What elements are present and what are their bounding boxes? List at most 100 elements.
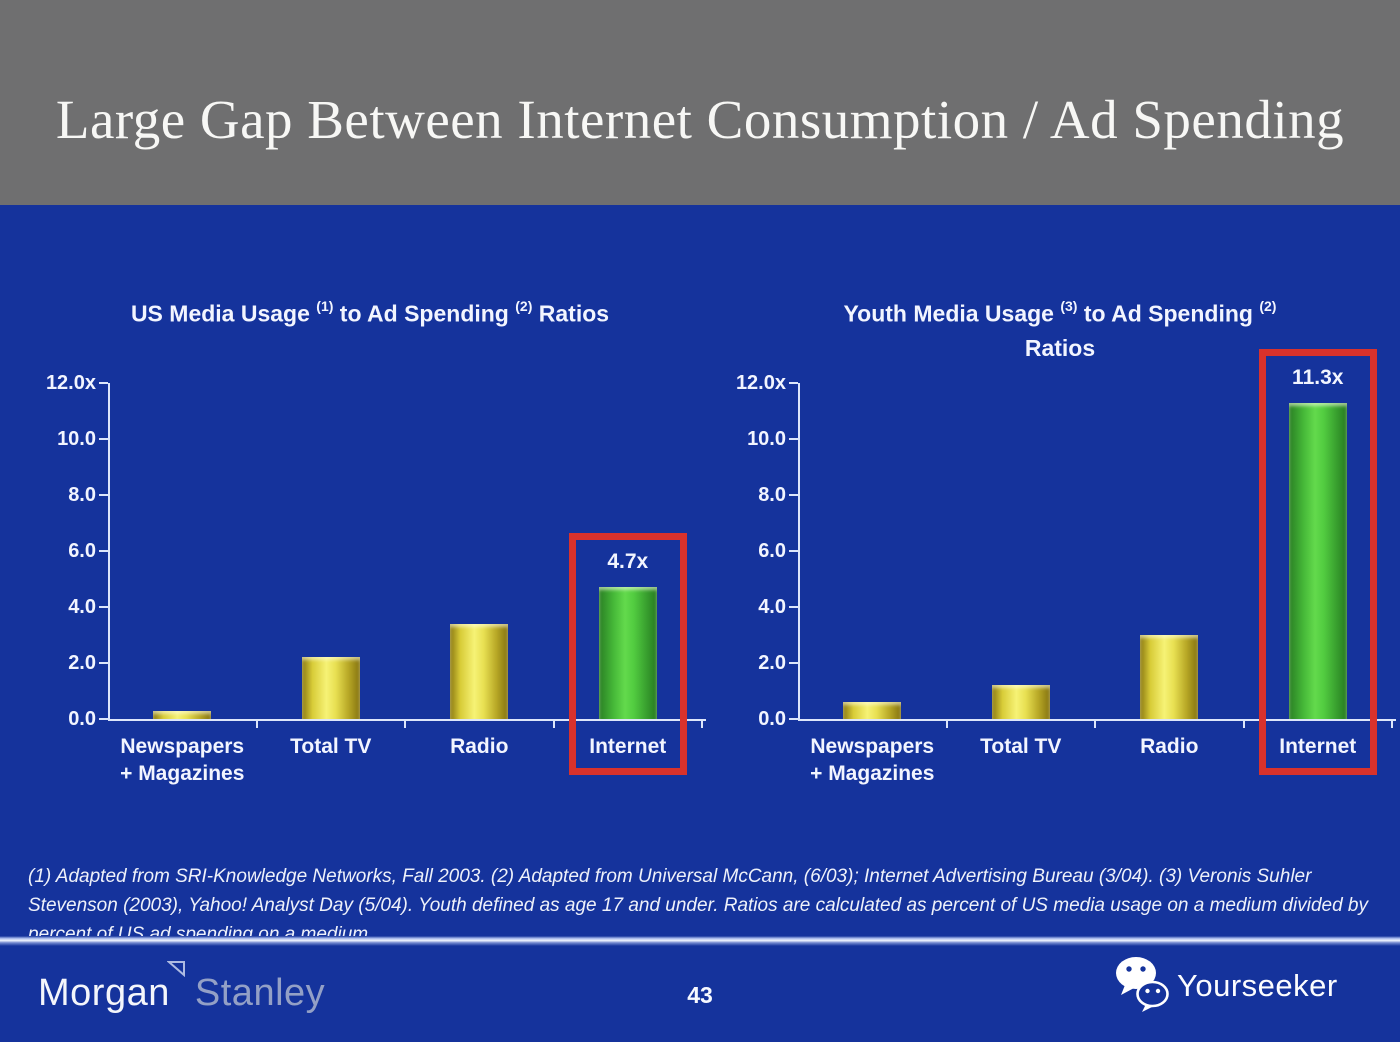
yourseeker-logo: Yourseeker (1115, 956, 1338, 1016)
category-label-line: Newspapers (120, 735, 245, 758)
y-tick-label: 2.0 (758, 652, 786, 674)
category-label-line: Total TV (290, 735, 372, 758)
y-axis-line (108, 383, 110, 721)
bar-total-tv (991, 685, 1050, 719)
y-axis-tick (99, 438, 108, 440)
category-label-line: Newspapers (810, 735, 935, 758)
category-label: Newspapers + Magazines (108, 733, 256, 787)
y-axis-tick (99, 382, 108, 384)
category-label-line: Total TV (980, 735, 1062, 758)
y-axis-tick (789, 550, 798, 552)
chart-title-line: Ratios (720, 331, 1400, 365)
y-axis-tick (789, 382, 798, 384)
category-label: Radio (405, 733, 553, 760)
y-axis-tick (789, 662, 798, 664)
category-label-line: Radio (1140, 735, 1199, 758)
chart-youth-media-usage: Youth Media Usage (3) to Ad Spending (2)… (720, 285, 1400, 815)
y-tick-label: 10.0 (747, 428, 786, 450)
morgan-stanley-logo-stanley: Stanley (194, 972, 326, 1014)
internet-highlight-box (568, 533, 687, 775)
category-label-line: + Magazines (120, 762, 245, 785)
bar-newspapers-magazines (153, 710, 212, 719)
morgan-stanley-logo-morgan: Morgan (38, 961, 185, 1014)
chart-title-superscript: (2) (515, 298, 533, 314)
bar-value-label: 4.7x (607, 550, 649, 574)
y-tick-label: 4.0 (68, 596, 96, 618)
y-tick-label: 0.0 (758, 708, 786, 730)
chart-title-text: to Ad Spending (333, 300, 516, 327)
y-axis-tick (99, 550, 108, 552)
yourseeker-label: Yourseeker (1177, 968, 1338, 1003)
morgan-stanley-logo: Morgan Stanley (38, 961, 326, 1015)
category-label: Total TV (257, 733, 405, 760)
bar-internet (598, 587, 657, 719)
y-axis-tick (789, 494, 798, 496)
y-axis-line (798, 383, 800, 721)
x-axis-tick (404, 719, 406, 728)
chart-title: US Media Usage (1) to Ad Spending (2) Ra… (30, 291, 710, 331)
category-label-line: Internet (1279, 735, 1357, 758)
x-axis-tick (1242, 719, 1245, 728)
y-axis-tick (99, 718, 108, 720)
page-number: 43 (687, 982, 713, 1008)
x-axis-tick (552, 719, 555, 728)
x-axis-line (108, 719, 706, 721)
x-axis-tick (701, 719, 703, 728)
category-label-line: Internet (589, 735, 667, 758)
chart-title-text: Ratios (1024, 334, 1096, 361)
category-label: Internet (1244, 733, 1392, 760)
chart-title-superscript: (2) (1259, 298, 1277, 314)
x-axis-tick (1391, 719, 1393, 728)
footer-divider-line (0, 936, 1400, 946)
y-tick-label: 12.0x (735, 372, 786, 394)
bar-value-label: 11.3x (1292, 365, 1344, 389)
chart-us-media-usage: US Media Usage (1) to Ad Spending (2) Ra… (30, 285, 710, 815)
y-axis-tick (99, 494, 108, 496)
internet-highlight-box (1258, 348, 1377, 775)
y-tick-label: 10.0 (57, 428, 96, 450)
chart-title-text: Ratios (532, 300, 610, 327)
y-tick-label: 6.0 (758, 540, 786, 562)
y-tick-label: 12.0x (45, 372, 96, 394)
bar-internet (1288, 402, 1347, 719)
category-label-line: Radio (450, 735, 509, 758)
y-tick-label: 0.0 (68, 708, 96, 730)
chart-title-text: Youth Media Usage (843, 300, 1061, 327)
y-axis-tick (789, 606, 798, 608)
chart-title-text: to Ad Spending (1077, 300, 1260, 327)
x-axis-tick (1094, 719, 1096, 728)
morgan-stanley-logo-morgan-text: Morgan (38, 972, 170, 1014)
chart-title-superscript: (1) (316, 298, 334, 314)
chart-title-text: US Media Usage (130, 300, 317, 327)
chart-title: Youth Media Usage (3) to Ad Spending (2)… (720, 291, 1400, 365)
x-axis-tick (945, 719, 948, 728)
category-label: Total TV (947, 733, 1095, 760)
bar-radio (1140, 635, 1199, 719)
wechat-chat-bubbles-icon (1116, 957, 1169, 1012)
y-axis-tick (99, 662, 108, 664)
category-label-line: + Magazines (810, 762, 935, 785)
category-label: Newspapers + Magazines (798, 733, 946, 787)
footnote-text: (1) Adapted from SRI-Knowledge Networks,… (28, 866, 1368, 945)
y-axis-tick (789, 718, 798, 720)
chart-title-line: US Media Usage (1) to Ad Spending (2) Ra… (30, 291, 710, 331)
triangle-outline-icon (166, 961, 185, 977)
bar-radio (450, 623, 509, 719)
y-axis-tick (789, 438, 798, 440)
slide-header: Large Gap Between Internet Consumption /… (0, 0, 1400, 205)
category-label: Radio (1095, 733, 1243, 760)
x-axis-tick (255, 719, 258, 728)
y-tick-label: 6.0 (68, 540, 96, 562)
bar-total-tv (301, 657, 360, 719)
y-tick-label: 2.0 (68, 652, 96, 674)
bar-newspapers-magazines (843, 702, 902, 719)
y-tick-label: 8.0 (758, 484, 786, 506)
chart-title-superscript: (3) (1060, 298, 1078, 314)
y-tick-label: 8.0 (68, 484, 96, 506)
page-title: Large Gap Between Internet Consumption /… (55, 89, 1345, 150)
chart-title-line: Youth Media Usage (3) to Ad Spending (2) (720, 291, 1400, 331)
x-axis-line (798, 719, 1396, 721)
y-axis-tick (99, 606, 108, 608)
y-tick-label: 4.0 (758, 596, 786, 618)
